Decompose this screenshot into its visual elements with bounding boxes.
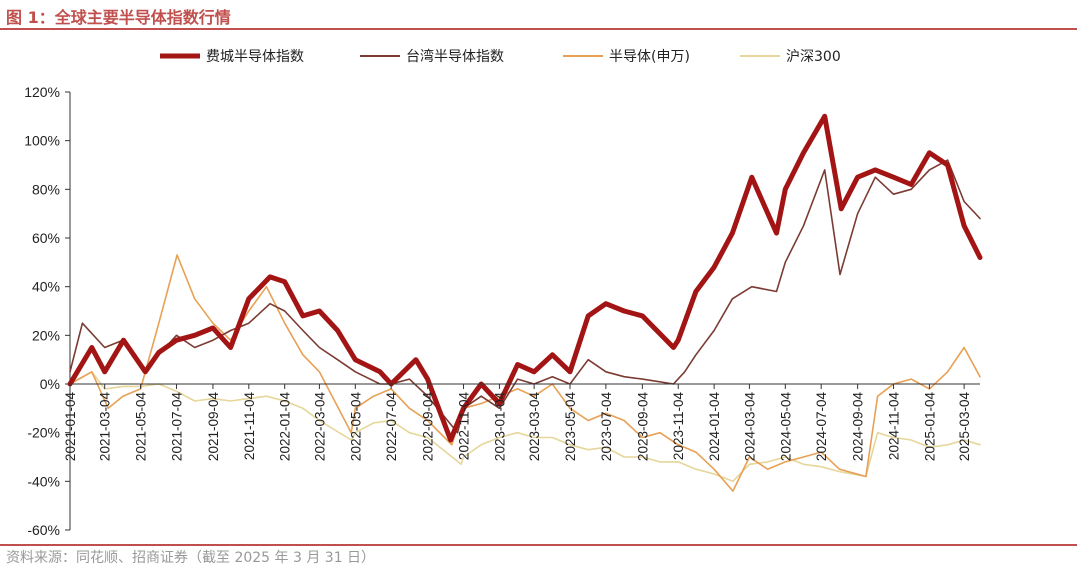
- y-tick-label: 120%: [24, 84, 60, 100]
- legend-label: 费城半导体指数: [206, 49, 304, 65]
- x-tick-label: 2022-07-04: [384, 392, 399, 462]
- y-tick-label: -20%: [27, 425, 60, 441]
- y-tick-label: -40%: [27, 473, 60, 489]
- legend-label: 台湾半导体指数: [406, 48, 504, 65]
- x-tick-label: 2023-05-04: [563, 392, 578, 462]
- x-tick-label: 2024-05-04: [778, 392, 793, 462]
- x-axis: 2021-01-04 2021-03-04 2021-05-04 2021-07-04…: [63, 383, 980, 462]
- footer-rule: [0, 544, 1077, 546]
- x-tick-label: 2021-09-04: [206, 392, 221, 462]
- x-tick-label: 2022-05-04: [348, 392, 363, 462]
- x-tick-label: 2023-07-04: [599, 392, 614, 462]
- x-tick-label: 2021-11-04: [242, 392, 257, 461]
- y-tick-label: 20%: [32, 327, 60, 343]
- y-tick-label: 0%: [40, 376, 60, 392]
- series-line: [69, 254, 981, 492]
- x-tick-label: 2021-05-04: [134, 392, 149, 462]
- x-tick-label: 2022-09-04: [421, 392, 436, 462]
- plot-area: [67, 113, 983, 492]
- y-tick-label: 40%: [32, 279, 60, 295]
- x-tick-label: 2021-03-04: [98, 392, 113, 462]
- x-tick-label: 2025-01-04: [922, 392, 937, 462]
- legend-label: 半导体(申万): [609, 49, 690, 65]
- x-tick-label: 2024-11-04: [887, 392, 902, 461]
- legend-label: 沪深300: [786, 49, 841, 65]
- y-axis: -60% -40% -20% 0% 20% 40% 60% 80% 100% 120%: [24, 84, 71, 538]
- x-tick-label: 2024-09-04: [851, 392, 866, 462]
- x-tick-label: 2023-01-04: [492, 392, 507, 462]
- y-tick-label: 80%: [32, 181, 60, 197]
- x-tick-label: 2022-11-04: [457, 392, 472, 461]
- x-tick-label: 2024-03-04: [742, 392, 757, 462]
- y-tick-label: -60%: [27, 522, 60, 538]
- x-tick-label: 2024-07-04: [814, 392, 829, 462]
- x-tick-label: 2022-01-04: [278, 392, 293, 462]
- title-rule: [0, 28, 1077, 30]
- legend: 费城半导体指数 台湾半导体指数 半导体(申万) 沪深300: [160, 48, 841, 65]
- x-tick-label: 2022-03-04: [312, 392, 327, 462]
- y-tick-label: 60%: [32, 230, 60, 246]
- source-note: 资料来源：同花顺、招商证券（截至 2025 年 3 月 31 日）: [6, 550, 376, 566]
- series-line: [69, 371, 981, 483]
- figure-title: 图 1：全球主要半导体指数行情: [6, 8, 231, 27]
- x-tick-label: 2023-11-04: [671, 392, 686, 461]
- x-tick-label: 2025-03-04: [957, 392, 972, 462]
- series-line: [67, 113, 983, 443]
- x-tick-label: 2024-01-04: [707, 392, 722, 462]
- x-tick-label: 2023-03-04: [527, 392, 542, 462]
- x-tick-label: 2023-09-04: [635, 392, 650, 462]
- x-tick-label: 2021-01-04: [63, 392, 78, 462]
- y-tick-label: 100%: [24, 133, 60, 149]
- x-tick-label: 2021-07-04: [170, 392, 185, 462]
